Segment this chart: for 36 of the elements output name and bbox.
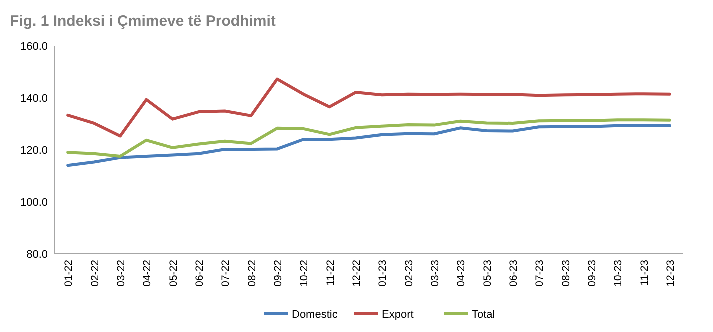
x-tick-label: 11-23 [638, 260, 651, 286]
y-tick-label: 140.0 [20, 92, 48, 105]
x-tick-label: 01-22 [63, 260, 76, 287]
x-tick-label: 09-23 [586, 260, 598, 287]
x-tick-label: 04-23 [456, 260, 468, 287]
x-tick-label: 07-22 [220, 260, 232, 287]
x-tick-label: 08-22 [246, 260, 258, 287]
x-tick-label: 12-23 [664, 260, 677, 287]
x-tick-label: 02-22 [89, 260, 102, 287]
chart-title: Fig. 1 Indeksi i Çmimeve të Prodhimit [10, 13, 276, 30]
legend-label: Export [382, 308, 414, 321]
x-tick-label: 04-22 [142, 260, 154, 287]
x-tick-label: 05-23 [482, 260, 494, 287]
y-tick-label: 120.0 [20, 144, 48, 157]
x-tick-label: 03-23 [429, 260, 442, 287]
x-tick-label: 12-22 [350, 260, 363, 287]
x-tick-label: 02-23 [403, 260, 416, 287]
x-tick-label: 10-23 [612, 260, 625, 287]
line-series [66, 124, 672, 168]
x-tick-label: 08-23 [560, 260, 572, 287]
y-tick-label: 80.0 [26, 248, 48, 261]
x-tick-label: 01-23 [377, 260, 390, 287]
y-tick-label: 160.0 [20, 40, 48, 53]
x-tick-label: 06-23 [508, 260, 520, 287]
x-tick-label: 06-22 [194, 260, 206, 287]
y-tick-label: 100.0 [20, 196, 48, 209]
x-tick-label: 09-22 [272, 260, 284, 287]
x-tick-label: 03-22 [115, 260, 128, 287]
legend-label: Domestic [292, 308, 338, 321]
legend-label: Total [472, 308, 496, 321]
line-series [66, 78, 672, 138]
line-series [66, 118, 672, 158]
x-tick-label: 07-23 [534, 260, 546, 287]
x-tick-label: 10-22 [298, 260, 311, 287]
x-tick-label: 11-22 [324, 260, 337, 286]
x-tick-label: 05-22 [168, 260, 180, 287]
